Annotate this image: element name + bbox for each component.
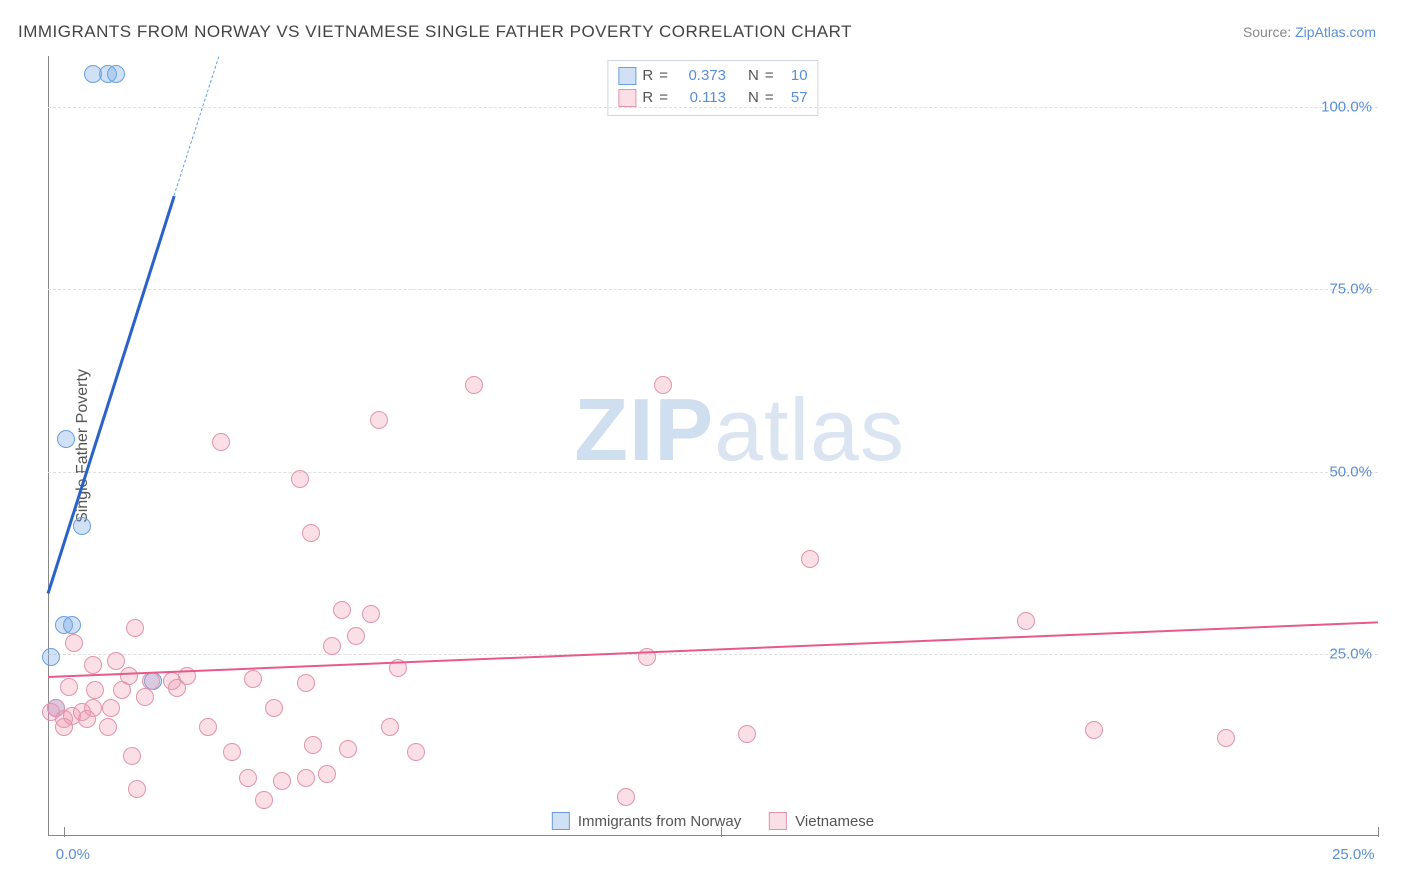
y-tick-label: 25.0% (1329, 645, 1372, 662)
y-tick-label: 75.0% (1329, 281, 1372, 298)
data-point-vietnamese (302, 524, 320, 542)
eq: = (765, 87, 774, 109)
stat-row-vietnamese: R = 0.113 N = 57 (618, 87, 807, 109)
trend-line (47, 196, 176, 594)
watermark: ZIPatlas (574, 379, 905, 481)
r-label: R (642, 87, 653, 109)
legend-bottom: Immigrants from Norway Vietnamese (544, 812, 882, 830)
data-point-vietnamese (128, 780, 146, 798)
r-value: 0.113 (674, 87, 726, 109)
x-tick-label: 0.0% (56, 846, 90, 863)
legend-swatch (769, 812, 787, 830)
data-point-vietnamese (333, 601, 351, 619)
n-value: 10 (780, 65, 808, 87)
data-point-vietnamese (239, 769, 257, 787)
data-point-vietnamese (465, 376, 483, 394)
chart-plot-area: ZIPatlas R = 0.373 N = 10 R = 0.113 N = 57 Immigran… (48, 56, 1378, 836)
data-point-vietnamese (381, 718, 399, 736)
swatch-norway (618, 67, 636, 85)
data-point-norway (63, 616, 81, 634)
data-point-vietnamese (102, 699, 120, 717)
data-point-norway (107, 65, 125, 83)
data-point-vietnamese (297, 769, 315, 787)
data-point-vietnamese (142, 672, 160, 690)
data-point-vietnamese (84, 656, 102, 674)
data-point-norway (42, 648, 60, 666)
data-point-vietnamese (78, 710, 96, 728)
data-point-vietnamese (1017, 612, 1035, 630)
data-point-vietnamese (136, 688, 154, 706)
n-label: N (748, 87, 759, 109)
data-point-vietnamese (318, 765, 336, 783)
y-tick-label: 50.0% (1329, 463, 1372, 480)
source-attribution: Source: ZipAtlas.com (1243, 24, 1376, 40)
source-label: Source: (1243, 24, 1295, 40)
x-axis-line (48, 835, 1378, 836)
data-point-vietnamese (86, 681, 104, 699)
stat-row-norway: R = 0.373 N = 10 (618, 65, 807, 87)
data-point-vietnamese (654, 376, 672, 394)
data-point-vietnamese (1217, 729, 1235, 747)
data-point-vietnamese (199, 718, 217, 736)
trend-line (48, 621, 1378, 678)
data-point-norway (73, 517, 91, 535)
data-point-vietnamese (273, 772, 291, 790)
gridline (48, 107, 1378, 108)
data-point-vietnamese (60, 678, 78, 696)
x-tick-mark (64, 827, 65, 837)
x-tick-label: 25.0% (1332, 846, 1375, 863)
eq: = (765, 65, 774, 87)
swatch-vietnamese (618, 89, 636, 107)
data-point-vietnamese (407, 743, 425, 761)
data-point-vietnamese (370, 411, 388, 429)
data-point-vietnamese (347, 627, 365, 645)
data-point-vietnamese (244, 670, 262, 688)
data-point-vietnamese (265, 699, 283, 717)
legend-swatch (552, 812, 570, 830)
data-point-vietnamese (323, 637, 341, 655)
chart-title: IMMIGRANTS FROM NORWAY VS VIETNAMESE SIN… (18, 22, 852, 42)
data-point-vietnamese (304, 736, 322, 754)
data-point-vietnamese (113, 681, 131, 699)
data-point-vietnamese (801, 550, 819, 568)
legend-label: Vietnamese (795, 813, 874, 830)
data-point-vietnamese (55, 718, 73, 736)
x-tick-mark (721, 827, 722, 837)
x-tick-mark (1378, 827, 1379, 837)
eq: = (659, 65, 668, 87)
eq: = (659, 87, 668, 109)
legend-item: Vietnamese (769, 812, 874, 830)
r-label: R (642, 65, 653, 87)
watermark-rest: atlas (714, 380, 905, 479)
trend-line (174, 56, 220, 195)
data-point-norway (57, 430, 75, 448)
n-value: 57 (780, 87, 808, 109)
data-point-vietnamese (339, 740, 357, 758)
r-value: 0.373 (674, 65, 726, 87)
legend-item: Immigrants from Norway (552, 812, 741, 830)
data-point-vietnamese (123, 747, 141, 765)
data-point-vietnamese (99, 718, 117, 736)
data-point-vietnamese (362, 605, 380, 623)
data-point-vietnamese (212, 433, 230, 451)
n-label: N (748, 65, 759, 87)
legend-label: Immigrants from Norway (578, 813, 741, 830)
source-link[interactable]: ZipAtlas.com (1295, 24, 1376, 40)
data-point-vietnamese (617, 788, 635, 806)
data-point-vietnamese (738, 725, 756, 743)
data-point-vietnamese (126, 619, 144, 637)
data-point-vietnamese (255, 791, 273, 809)
data-point-vietnamese (291, 470, 309, 488)
gridline (48, 472, 1378, 473)
data-point-vietnamese (297, 674, 315, 692)
gridline (48, 654, 1378, 655)
y-tick-label: 100.0% (1321, 99, 1372, 116)
data-point-vietnamese (107, 652, 125, 670)
watermark-bold: ZIP (574, 380, 714, 479)
data-point-vietnamese (168, 679, 186, 697)
data-point-vietnamese (65, 634, 83, 652)
gridline (48, 289, 1378, 290)
data-point-vietnamese (223, 743, 241, 761)
data-point-vietnamese (1085, 721, 1103, 739)
